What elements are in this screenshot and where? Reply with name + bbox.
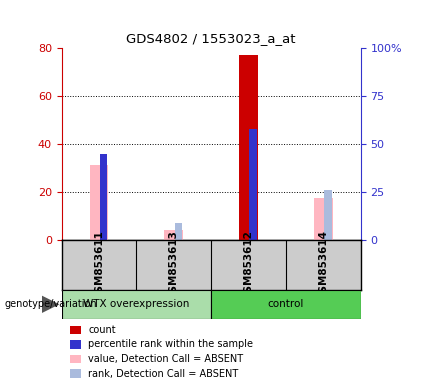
Bar — [175, 223, 182, 240]
Bar — [324, 190, 332, 240]
Bar — [62, 290, 211, 319]
Text: percentile rank within the sample: percentile rank within the sample — [88, 339, 253, 349]
Text: GSM853612: GSM853612 — [244, 230, 253, 300]
Text: genotype/variation: genotype/variation — [4, 299, 97, 310]
Bar — [239, 55, 258, 240]
Text: GSM853611: GSM853611 — [94, 230, 104, 300]
Text: GSM853613: GSM853613 — [169, 230, 179, 300]
Bar — [165, 230, 183, 240]
Text: value, Detection Call = ABSENT: value, Detection Call = ABSENT — [88, 354, 243, 364]
Bar — [100, 154, 107, 240]
Text: rank, Detection Call = ABSENT: rank, Detection Call = ABSENT — [88, 369, 238, 379]
Text: GSM853614: GSM853614 — [319, 230, 328, 300]
Bar — [211, 290, 361, 319]
Bar — [314, 198, 333, 240]
Text: control: control — [268, 299, 304, 310]
Polygon shape — [42, 296, 59, 313]
Title: GDS4802 / 1553023_a_at: GDS4802 / 1553023_a_at — [126, 32, 296, 45]
Bar — [249, 129, 257, 240]
Bar — [90, 165, 108, 240]
Text: WTX overexpression: WTX overexpression — [83, 299, 190, 310]
Text: count: count — [88, 325, 116, 335]
